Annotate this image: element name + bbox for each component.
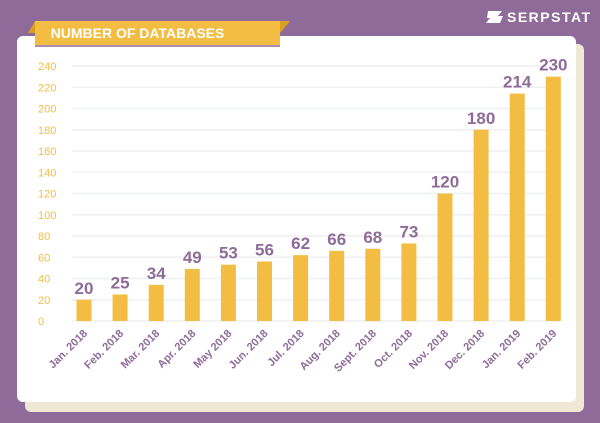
bar <box>545 76 561 321</box>
data-label: 56 <box>255 241 274 260</box>
bar <box>401 243 417 321</box>
y-tick-label: 140 <box>38 167 56 179</box>
data-label: 49 <box>183 248 202 267</box>
y-tick-label: 40 <box>38 274 50 286</box>
y-tick-label: 180 <box>38 125 56 137</box>
x-tick-label: Jun. 2018 <box>227 328 271 372</box>
x-tick-label: Dec. 2018 <box>443 328 487 372</box>
data-label: 25 <box>111 273 130 292</box>
x-tick-label: Feb. 2019 <box>515 328 559 372</box>
bar <box>257 261 272 321</box>
data-label: 120 <box>431 173 459 192</box>
bar <box>509 93 525 321</box>
data-label: 214 <box>503 73 532 92</box>
y-tick-label: 160 <box>38 146 56 158</box>
data-label: 53 <box>219 244 238 263</box>
bar <box>329 250 345 321</box>
chart-title: NUMBER OF DATABASES <box>35 21 280 47</box>
y-tick-label: 0 <box>38 316 44 328</box>
y-tick-label: 200 <box>38 104 56 116</box>
data-label: 34 <box>147 264 166 283</box>
y-tick-label: 100 <box>38 210 56 222</box>
data-label: 180 <box>467 109 495 128</box>
bar <box>184 268 200 321</box>
brand-name: SERPSTAT <box>507 9 592 25</box>
bar <box>365 248 381 321</box>
bar <box>76 299 92 321</box>
ribbon-fold-right <box>280 21 290 33</box>
data-label: 230 <box>539 56 567 75</box>
brand-logo: SERPSTAT <box>486 9 592 25</box>
x-tick-label: Apr. 2018 <box>155 328 198 371</box>
x-tick-label: Feb. 2018 <box>82 328 126 372</box>
data-label: 20 <box>75 279 94 298</box>
y-tick-label: 220 <box>38 82 56 94</box>
data-label: 68 <box>363 228 382 247</box>
ribbon-fold-left <box>28 21 35 33</box>
bar <box>220 264 236 321</box>
y-tick-label: 20 <box>38 295 50 307</box>
y-tick-label: 120 <box>38 189 56 201</box>
chart-title-text: NUMBER OF DATABASES <box>50 25 225 41</box>
y-tick-label: 60 <box>38 252 50 264</box>
data-label: 66 <box>327 230 346 249</box>
bar <box>112 294 128 321</box>
serpstat-logo-icon <box>486 11 503 23</box>
bar <box>473 129 489 321</box>
bar <box>293 255 309 321</box>
data-label: 62 <box>291 234 310 253</box>
y-tick-label: 80 <box>38 231 50 243</box>
x-tick-label: Mar. 2018 <box>119 328 163 372</box>
bar <box>148 284 164 321</box>
bar <box>437 193 453 321</box>
data-label: 73 <box>399 222 418 241</box>
y-tick-label: 240 <box>38 61 56 73</box>
